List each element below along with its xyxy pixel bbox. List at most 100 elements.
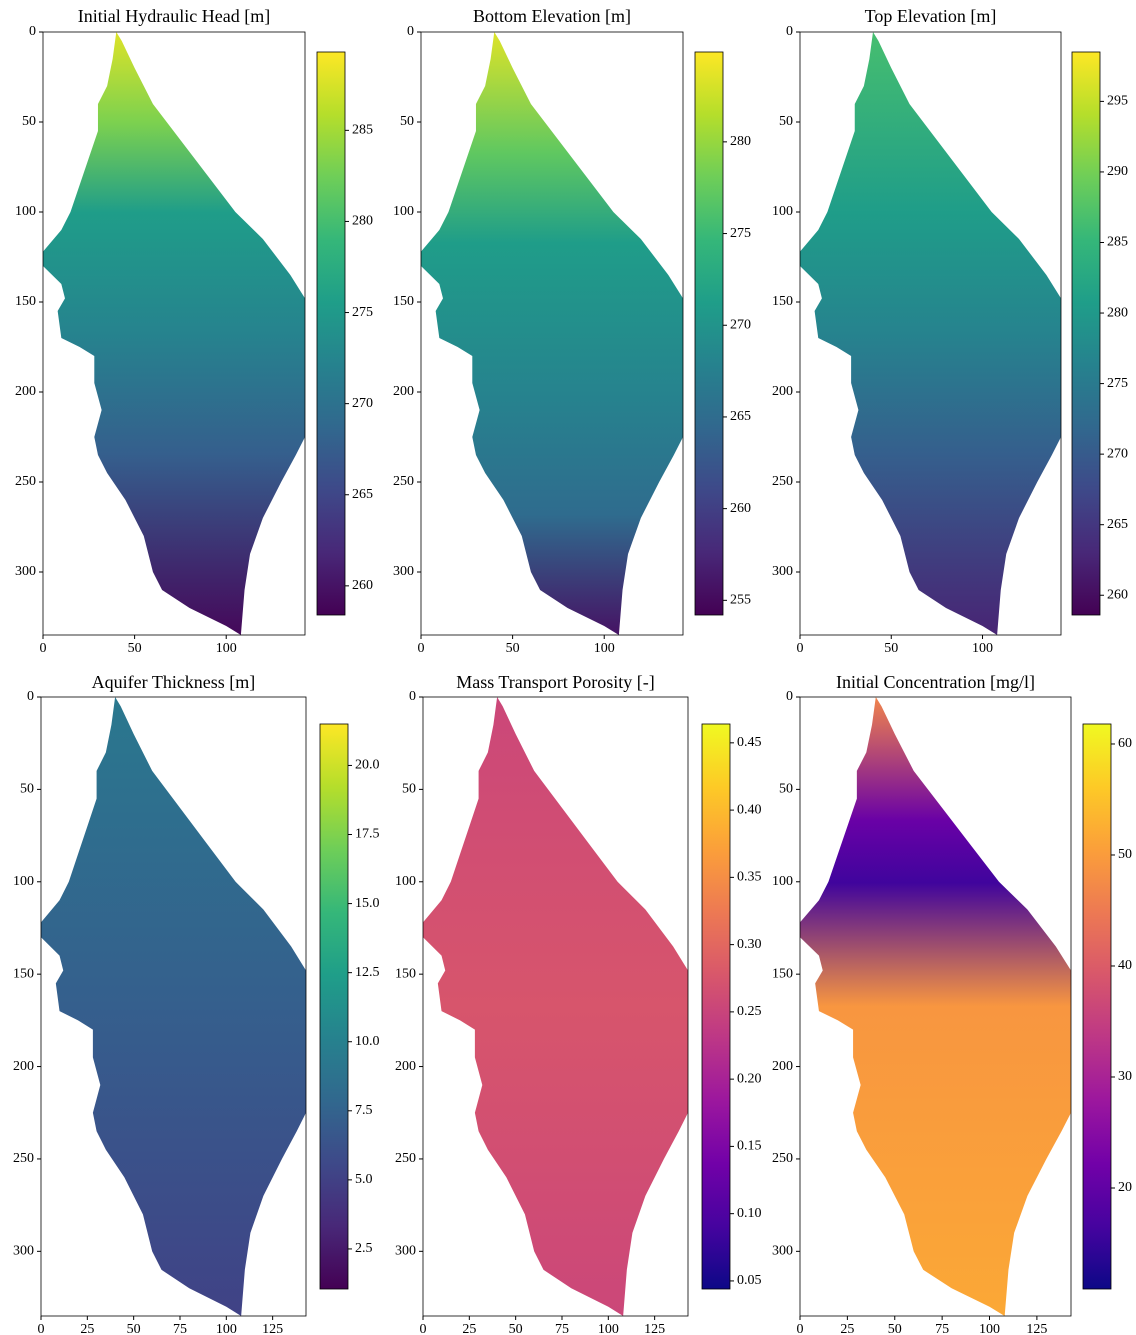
x-tick-label: 100 (216, 641, 237, 656)
colorbar-tick-label: 30 (1118, 1069, 1132, 1084)
colorbar-tick-label: 20.0 (355, 758, 380, 773)
x-tick-label: 50 (509, 1322, 523, 1335)
y-tick-label: 200 (772, 1059, 793, 1074)
colorbar-tick-label: 270 (1107, 446, 1128, 461)
x-tick-label: 75 (173, 1322, 187, 1335)
panel: Mass Transport Porosity [-] 0 25 50 75 100 125… (395, 672, 762, 1335)
colorbar-tick-label: 0.15 (737, 1139, 762, 1154)
y-tick-label: 0 (27, 689, 34, 704)
x-tick-label: 50 (128, 641, 142, 656)
y-tick-label: 200 (395, 1059, 416, 1074)
colorbar-tick-label: 260 (352, 578, 373, 593)
colorbar-tick-label: 280 (1107, 305, 1128, 320)
panel: Initial Concentration [mg/l] 0 25 50 75 100 12… (772, 672, 1132, 1335)
x-tick-label: 25 (840, 1322, 854, 1335)
colorbar-tick-label: 275 (1107, 376, 1128, 391)
y-tick-label: 50 (22, 114, 36, 129)
x-tick-label: 100 (216, 1322, 237, 1335)
colorbar-tick-label: 50 (1118, 847, 1132, 862)
colorbar-tick-label: 12.5 (355, 965, 380, 980)
heatmap-field (800, 32, 1061, 635)
colorbar-tick-label: 290 (1107, 164, 1128, 179)
x-tick-label: 125 (1026, 1322, 1047, 1335)
y-tick-label: 300 (393, 564, 414, 579)
colorbar-tick-label: 280 (730, 134, 751, 149)
y-tick-label: 100 (15, 204, 36, 219)
y-tick-label: 150 (395, 966, 416, 981)
y-tick-label: 300 (15, 564, 36, 579)
y-tick-label: 200 (772, 384, 793, 399)
x-tick-label: 50 (127, 1322, 141, 1335)
x-tick-label: 25 (462, 1322, 476, 1335)
x-tick-label: 100 (972, 641, 993, 656)
y-tick-label: 150 (393, 294, 414, 309)
y-tick-label: 200 (15, 384, 36, 399)
y-tick-label: 300 (772, 564, 793, 579)
heatmap-field (423, 697, 688, 1316)
colorbar-tick-label: 265 (730, 409, 751, 424)
y-tick-label: 250 (772, 474, 793, 489)
x-tick-label: 75 (555, 1322, 569, 1335)
colorbar-tick-label: 0.25 (737, 1004, 762, 1019)
y-tick-label: 250 (393, 474, 414, 489)
colorbar-tick-label: 0.35 (737, 870, 762, 885)
colorbar (1083, 724, 1111, 1289)
colorbar-tick-label: 0.45 (737, 735, 762, 750)
y-tick-label: 200 (13, 1059, 34, 1074)
heatmap-field (43, 32, 305, 635)
y-tick-label: 0 (786, 689, 793, 704)
y-tick-label: 0 (407, 24, 414, 39)
colorbar-tick-label: 10.0 (355, 1034, 380, 1049)
y-tick-label: 100 (395, 874, 416, 889)
colorbar-tick-label: 270 (730, 317, 751, 332)
x-tick-label: 125 (644, 1322, 665, 1335)
x-tick-label: 0 (40, 641, 47, 656)
colorbar-tick-label: 275 (730, 226, 751, 241)
y-tick-label: 300 (395, 1244, 416, 1259)
y-tick-label: 100 (772, 874, 793, 889)
colorbar (320, 724, 348, 1289)
x-tick-label: 50 (888, 1322, 902, 1335)
panel-title: Initial Concentration [mg/l] (836, 672, 1035, 692)
colorbar-tick-label: 255 (730, 593, 751, 608)
x-tick-label: 50 (506, 641, 520, 656)
y-tick-label: 150 (13, 966, 34, 981)
colorbar-tick-label: 0.20 (737, 1071, 762, 1086)
x-tick-label: 100 (979, 1322, 1000, 1335)
y-tick-label: 50 (400, 114, 414, 129)
colorbar (1072, 52, 1100, 615)
y-tick-label: 0 (29, 24, 36, 39)
x-tick-label: 0 (420, 1322, 427, 1335)
x-tick-label: 100 (598, 1322, 619, 1335)
colorbar (702, 724, 730, 1289)
y-tick-label: 300 (772, 1244, 793, 1259)
colorbar-tick-label: 7.5 (355, 1103, 373, 1118)
figure: Initial Hydraulic Head [m]05010005010015… (0, 0, 1136, 1335)
y-tick-label: 0 (409, 689, 416, 704)
y-tick-label: 100 (13, 874, 34, 889)
x-tick-label: 100 (594, 641, 615, 656)
colorbar-tick-label: 265 (352, 487, 373, 502)
x-tick-label: 125 (262, 1322, 283, 1335)
colorbar-tick-label: 40 (1118, 958, 1132, 973)
colorbar-tick-label: 20 (1118, 1180, 1132, 1195)
panel-title: Top Elevation [m] (865, 6, 997, 26)
y-tick-label: 300 (13, 1244, 34, 1259)
colorbar-tick-label: 0.10 (737, 1206, 762, 1221)
y-tick-label: 200 (393, 384, 414, 399)
colorbar-tick-label: 260 (1107, 587, 1128, 602)
colorbar-tick-label: 0.05 (737, 1273, 762, 1288)
y-tick-label: 100 (393, 204, 414, 219)
colorbar-tick-label: 285 (352, 123, 373, 138)
x-tick-label: 75 (935, 1322, 949, 1335)
heatmap-field (800, 697, 1071, 1316)
y-tick-label: 250 (772, 1151, 793, 1166)
panel-title: Mass Transport Porosity [-] (456, 672, 655, 692)
panel-title: Bottom Elevation [m] (473, 6, 631, 26)
y-tick-label: 250 (13, 1151, 34, 1166)
colorbar (695, 52, 723, 615)
colorbar-tick-label: 5.0 (355, 1172, 373, 1187)
